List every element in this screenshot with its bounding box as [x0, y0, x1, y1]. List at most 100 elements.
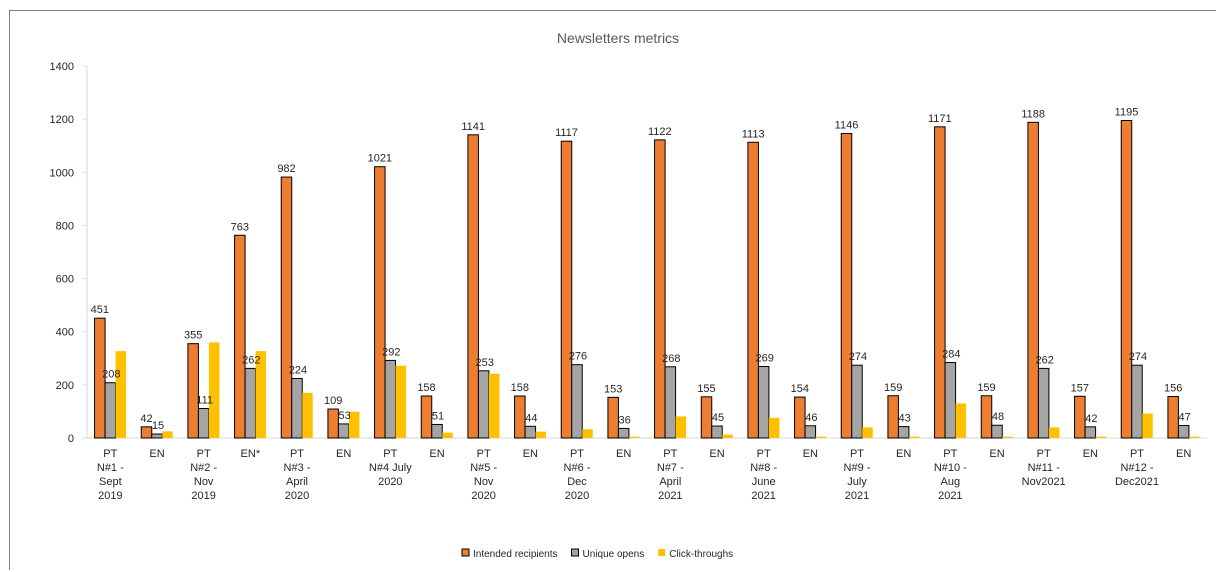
data-label: 46: [805, 412, 817, 424]
bar-intended-recipients: [1074, 395, 1086, 439]
data-label: 1117: [555, 127, 578, 139]
data-label: 451: [91, 304, 109, 316]
data-label: 36: [619, 414, 631, 426]
x-tick-label: PT: [943, 448, 957, 460]
data-label: 156: [1164, 383, 1182, 395]
data-label: 159: [977, 382, 995, 394]
data-label: 1195: [1115, 106, 1139, 118]
bar-unique-opens: [524, 425, 537, 439]
x-tick-label: 2020: [285, 490, 309, 502]
legend-label: Click-throughs: [669, 549, 733, 560]
data-label: 253: [475, 357, 493, 369]
bar-intended-recipients: [234, 234, 246, 439]
bar-click-throughs: [1095, 436, 1107, 438]
bar-click-throughs: [722, 434, 733, 438]
x-tick-label: EN*: [241, 448, 261, 460]
bar-unique-opens: [617, 427, 630, 439]
y-tick-label: 1200: [50, 114, 74, 126]
category-labels: PT N#1 - Sept 2019 EN PT N#2 - Nov 2019 EN* PT N#3 …: [97, 448, 1191, 502]
data-label: 42: [140, 413, 152, 425]
data-label: 15: [152, 420, 164, 432]
bar-unique-opens: [897, 426, 910, 439]
bar-unique-opens: [664, 366, 677, 439]
x-tick-label: EN: [896, 448, 911, 460]
bar-unique-opens: [104, 382, 117, 439]
bar-click-throughs: [115, 351, 127, 438]
x-tick-label: EN: [523, 448, 538, 460]
bar-intended-recipients: [934, 126, 946, 439]
x-tick-label: Dec: [567, 476, 587, 488]
bar-click-throughs: [208, 342, 220, 438]
bar-intended-recipients: [654, 139, 666, 439]
y-tick-label: 1400: [50, 61, 74, 73]
bar-intended-recipients: [887, 395, 899, 439]
legend: Intended recipients Unique opens Click-thr…: [461, 548, 733, 560]
x-tick-label: 2021: [658, 490, 682, 502]
data-label: 158: [511, 382, 529, 394]
bar-unique-opens: [571, 364, 583, 439]
bar-unique-opens: [197, 408, 210, 439]
bar-intended-recipients: [140, 426, 153, 439]
bar-unique-opens: [991, 424, 1003, 439]
x-tick-label: Aug: [941, 476, 961, 488]
x-tick-label: EN: [149, 448, 164, 460]
x-tick-label: 2019: [98, 490, 122, 502]
bar-unique-opens: [944, 362, 957, 439]
y-tick-label: 1000: [50, 167, 74, 179]
x-tick-label: N#11 -: [1028, 462, 1061, 474]
bar-click-throughs: [1142, 413, 1153, 438]
data-label: 292: [382, 346, 400, 358]
data-label: 268: [662, 353, 680, 365]
data-label: 1171: [928, 113, 952, 125]
bar-click-throughs: [395, 365, 407, 438]
data-label: 1122: [648, 126, 672, 138]
data-label: 48: [992, 411, 1004, 423]
x-tick-label: April: [659, 476, 681, 488]
y-tick-label: 400: [56, 327, 74, 339]
x-tick-label: June: [752, 476, 776, 488]
data-label: 224: [289, 364, 307, 376]
x-tick-label: 2021: [938, 490, 962, 502]
bar-click-throughs: [348, 411, 360, 438]
bar-unique-opens: [291, 377, 303, 439]
bar-unique-opens: [1177, 425, 1190, 439]
legend-swatch: [658, 549, 666, 556]
legend-label: Unique opens: [583, 549, 645, 560]
bar-unique-opens: [757, 366, 770, 439]
x-tick-label: EN: [709, 448, 724, 460]
x-tick-label: N#5 -: [470, 462, 497, 474]
data-label: 159: [884, 382, 902, 394]
x-tick-label: N#3 -: [284, 462, 311, 474]
x-tick-label: July: [847, 476, 867, 488]
bar-unique-opens: [477, 370, 490, 439]
bar-intended-recipients: [280, 176, 293, 439]
y-tick-label: 0: [68, 433, 74, 445]
bar-click-throughs: [302, 392, 313, 438]
data-label: 276: [569, 351, 587, 363]
x-tick-label: Nov2021: [1022, 476, 1066, 488]
data-label: 1021: [368, 153, 392, 165]
bar-intended-recipients: [327, 408, 339, 439]
x-tick-label: N#10 -: [934, 462, 967, 474]
bar-unique-opens: [384, 359, 397, 439]
x-tick-label: 2021: [751, 490, 775, 502]
x-tick-label: EN: [1176, 448, 1191, 460]
bar-intended-recipients: [374, 166, 386, 439]
data-label: 157: [1071, 382, 1089, 394]
chart-frame: [9, 10, 1216, 570]
bar-unique-opens: [151, 433, 163, 439]
x-tick-label: PT: [477, 448, 491, 460]
bar-click-throughs: [442, 432, 453, 438]
x-tick-label: April: [286, 476, 308, 488]
data-label: 763: [231, 221, 249, 233]
legend-swatch: [461, 548, 470, 557]
data-labels: 4512084215355111763262982224109531021292…: [91, 106, 1191, 432]
bar-click-throughs: [582, 429, 593, 438]
bar-click-throughs: [628, 436, 640, 438]
bar-intended-recipients: [187, 343, 199, 439]
bar-unique-opens: [851, 364, 863, 439]
data-label: 262: [242, 354, 260, 366]
bar-click-throughs: [255, 351, 267, 438]
bar-unique-opens: [711, 425, 723, 439]
bar-unique-opens: [1037, 367, 1050, 439]
